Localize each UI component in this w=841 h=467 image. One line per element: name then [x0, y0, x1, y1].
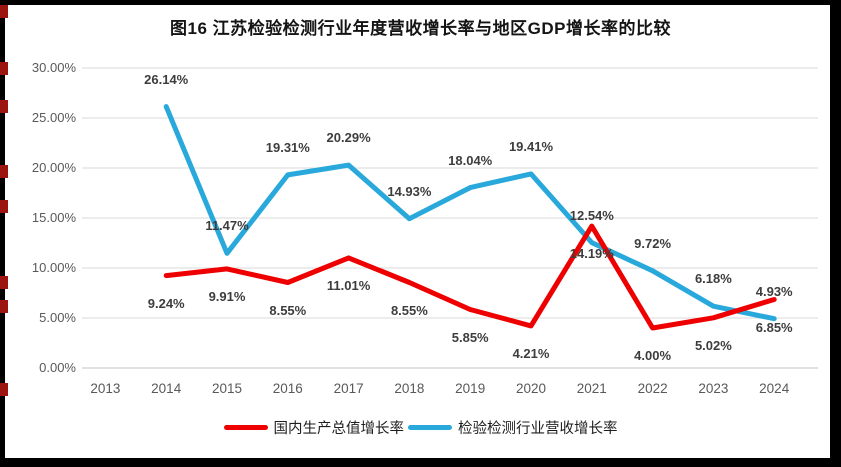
- data-label: 9.91%: [208, 288, 246, 304]
- y-axis-tick: 10.00%: [31, 260, 76, 275]
- data-label: 5.02%: [694, 337, 732, 353]
- x-axis-tick: 2021: [576, 381, 607, 396]
- data-label: 12.54%: [569, 207, 614, 223]
- screenshot-border-bottom: [0, 458, 841, 467]
- x-axis-tick: 2015: [211, 381, 243, 396]
- legend-item-industry: 检验检测行业营收增长率: [408, 417, 618, 438]
- y-axis-tick: 20.00%: [31, 160, 76, 175]
- y-axis-tick: 5.00%: [39, 310, 76, 325]
- legend-swatch-red-line: [223, 425, 268, 430]
- x-axis-tick: 2022: [637, 381, 668, 396]
- legend-label-gdp: 国内生产总值增长率: [273, 421, 405, 437]
- x-axis-tick: 2013: [90, 381, 121, 396]
- x-axis-tick: 2020: [515, 381, 547, 396]
- data-label: 11.01%: [326, 277, 371, 293]
- y-axis-tick: 0.00%: [39, 360, 76, 375]
- data-label: 4.21%: [512, 345, 550, 361]
- red-edge-mark: [0, 276, 8, 289]
- data-label: 19.41%: [508, 138, 554, 154]
- x-axis-tick: 2018: [394, 381, 425, 396]
- series-line-industry: [163, 104, 777, 322]
- x-axis-tick: 2024: [759, 381, 790, 396]
- red-edge-mark: [0, 100, 8, 113]
- data-label: 9.24%: [147, 295, 185, 311]
- x-axis-tick: 2014: [151, 381, 182, 396]
- data-label: 5.85%: [451, 329, 489, 345]
- data-label: 14.93%: [387, 183, 432, 199]
- data-label: 6.18%: [694, 271, 732, 287]
- data-label: 19.31%: [265, 139, 310, 155]
- data-label: 6.85%: [755, 319, 793, 335]
- red-edge-mark: [0, 383, 8, 396]
- screenshot-border-right: [830, 0, 841, 467]
- x-axis-tick: 2017: [333, 381, 364, 396]
- data-label: 4.00%: [634, 348, 672, 363]
- data-label: 11.47%: [205, 218, 249, 234]
- red-edge-mark: [0, 200, 8, 213]
- data-label: 9.72%: [634, 235, 672, 251]
- x-axis-tick: 2023: [698, 381, 729, 396]
- data-label: 14.19%: [569, 246, 614, 262]
- data-label: 8.55%: [269, 302, 307, 318]
- data-label: 26.14%: [144, 71, 189, 87]
- red-edge-mark: [0, 5, 8, 18]
- x-axis-tick: 2016: [272, 381, 303, 396]
- legend-swatch-blue-line: [408, 425, 452, 430]
- series-line-gdp: [163, 223, 777, 331]
- y-axis-tick: 25.00%: [31, 110, 76, 125]
- y-axis-tick: 15.00%: [31, 210, 76, 225]
- screenshot-border-left: [0, 0, 5, 467]
- data-label: 18.04%: [448, 152, 493, 168]
- red-edge-mark: [0, 62, 8, 75]
- red-edge-mark: [0, 300, 8, 313]
- screenshot-border-top: [0, 0, 841, 5]
- legend: 国内生产总值增长率 检验检测行业营收增长率: [0, 417, 841, 438]
- legend-label-industry: 检验检测行业营收增长率: [458, 421, 618, 437]
- red-edge-mark: [0, 165, 8, 178]
- data-label: 8.55%: [390, 302, 428, 318]
- legend-item-gdp: 国内生产总值增长率: [223, 417, 405, 438]
- chart-title: 图16 江苏检验检测行业年度营收增长率与地区GDP增长率的比较: [170, 19, 671, 38]
- x-axis-tick: 2019: [455, 381, 486, 396]
- data-label: 20.29%: [326, 130, 371, 146]
- y-axis-tick: 30.00%: [31, 60, 76, 75]
- data-label: 4.93%: [755, 283, 793, 299]
